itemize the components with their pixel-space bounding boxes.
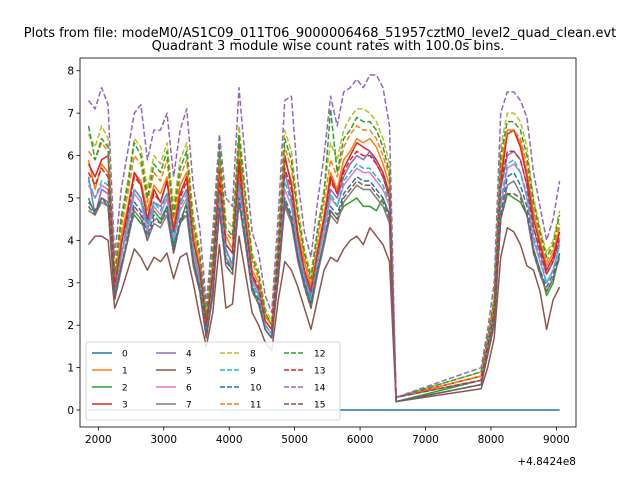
legend-label-12: 12 [314,350,325,360]
y-tick-label-1: 1 [67,363,74,375]
y-tick-label-7: 7 [67,108,74,120]
y-tick-label-6: 6 [67,151,74,163]
y-tick-label-8: 8 [67,66,74,78]
legend-label-10: 10 [250,384,262,394]
axes-frame [79,57,577,428]
legend-label-14: 14 [314,384,326,394]
x-tick-label-5000: 5000 [281,434,308,446]
y-tick-label-5: 5 [67,193,74,205]
series-line-8 [87,108,561,399]
x-tick-label-3000: 3000 [150,434,177,446]
plot-area: 2000 3000 4000 5000 6000 7000 8000 900001234567… [67,57,577,468]
x-offset-label: +4.8424e8 [517,456,576,468]
legend-box [85,341,341,421]
x-tick-label-4000: 4000 [216,434,243,446]
legend-label-0: 0 [122,350,128,360]
legend-label-8: 8 [250,350,256,360]
y-tick-label-0: 0 [67,405,74,417]
x-tick-label-2000: 2000 [85,434,112,446]
y-tick-label-4: 4 [67,235,74,247]
series-line-15 [87,180,561,403]
legend-label-3: 3 [122,401,128,411]
series-line-5 [87,226,561,403]
legend-label-4: 4 [186,350,192,360]
x-tick-label-9000: 9000 [543,434,570,446]
legend-label-9: 9 [250,367,256,377]
series-line-13 [87,150,561,399]
legend-label-1: 1 [122,367,128,377]
x-tick-label-7000: 7000 [412,434,439,446]
legend-label-13: 13 [314,367,325,377]
legend-label-2: 2 [122,384,128,394]
legend-label-15: 15 [314,401,325,411]
legend-label-6: 6 [186,384,192,394]
series-line-14 [87,74,561,399]
x-tick-label-8000: 8000 [478,434,505,446]
legend-label-7: 7 [186,401,192,411]
legend-label-11: 11 [250,401,261,411]
series-line-12 [87,108,561,399]
x-tick-label-6000: 6000 [347,434,374,446]
y-tick-label-3: 3 [67,278,74,290]
figure-suptitle: Plots from file: modeM0/AS1C09_011T06_90… [24,26,617,41]
chart-title: Quadrant 3 module wise count rates with … [152,39,505,54]
y-tick-label-2: 2 [67,320,74,332]
legend-label-5: 5 [186,367,192,377]
series-line-10 [87,171,561,403]
